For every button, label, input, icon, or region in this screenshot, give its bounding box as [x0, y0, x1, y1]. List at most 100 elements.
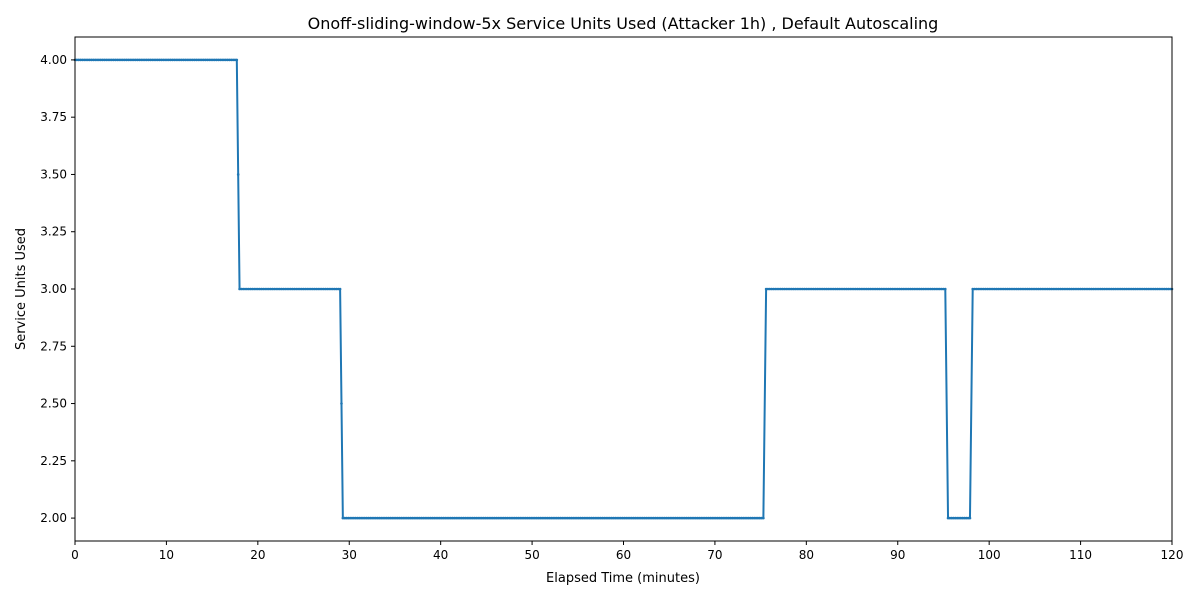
data-point: [1013, 287, 1017, 291]
data-point: [783, 287, 786, 291]
data-point: [511, 516, 515, 520]
data-point: [606, 516, 610, 520]
data-point: [978, 287, 982, 291]
data-point: [1106, 287, 1110, 291]
data-point: [327, 287, 331, 291]
data-point: [172, 58, 176, 62]
y-tick-label: 2.00: [40, 511, 67, 525]
data-point: [749, 516, 752, 520]
data-point: [127, 58, 130, 62]
data-point: [436, 516, 440, 520]
data-point: [1009, 287, 1013, 291]
data-point: [256, 287, 260, 291]
x-tick-label: 10: [159, 548, 174, 562]
data-point: [683, 516, 687, 520]
data-point: [260, 287, 263, 291]
data-point: [837, 287, 841, 291]
data-point: [462, 516, 465, 520]
data-point: [236, 173, 240, 176]
data-point: [1141, 287, 1145, 291]
data-point: [1090, 287, 1093, 291]
data-point: [1028, 287, 1031, 291]
data-point: [752, 516, 756, 520]
data-point: [577, 516, 581, 520]
data-point: [707, 516, 710, 520]
data-point: [734, 516, 738, 520]
data-point: [661, 516, 665, 520]
data-point: [984, 287, 987, 291]
data-point: [278, 287, 282, 291]
data-point: [376, 516, 379, 520]
data-point: [526, 516, 529, 520]
data-point: [302, 287, 305, 291]
data-point: [747, 516, 751, 520]
data-point: [828, 287, 832, 291]
data-point: [1150, 287, 1154, 291]
data-point: [788, 287, 792, 291]
data-point: [280, 287, 283, 291]
data-point: [500, 516, 504, 520]
data-point: [986, 287, 989, 291]
data-point: [639, 516, 643, 520]
data-point: [356, 516, 359, 520]
data-point: [218, 58, 222, 62]
data-point: [258, 287, 261, 291]
data-point: [245, 287, 249, 291]
data-point: [276, 287, 280, 291]
data-point: [469, 516, 473, 520]
data-point: [1053, 287, 1057, 291]
data-point: [648, 516, 652, 520]
data-point: [138, 58, 141, 62]
data-point: [285, 287, 289, 291]
data-point: [593, 516, 597, 520]
data-point: [1112, 287, 1115, 291]
data-point: [751, 516, 754, 520]
data-point: [394, 516, 398, 520]
data-point: [1020, 287, 1024, 291]
data-point: [772, 287, 775, 291]
data-point: [674, 516, 677, 520]
data-point: [808, 287, 812, 291]
y-axis: 2.00 2.25 2.50 2.75 3.00 3.25 3.50 3.75 4.00: [40, 53, 75, 525]
data-point: [249, 287, 252, 291]
data-point: [381, 516, 385, 520]
data-point: [215, 58, 218, 62]
data-point: [531, 516, 535, 520]
data-point: [1103, 287, 1106, 291]
data-point: [624, 516, 628, 520]
data-point: [1159, 287, 1163, 291]
data-point: [193, 58, 196, 62]
data-point: [240, 287, 243, 291]
data-point: [110, 58, 114, 62]
data-point: [1167, 287, 1170, 291]
data-point: [95, 58, 99, 62]
data-point: [398, 516, 401, 520]
data-point: [350, 516, 354, 520]
data-point: [604, 516, 608, 520]
data-point: [1081, 287, 1084, 291]
data-point: [224, 58, 228, 62]
y-tick-label: 3.75: [40, 110, 67, 124]
series-line: [75, 58, 1172, 520]
data-point: [814, 287, 817, 291]
data-point: [881, 287, 885, 291]
data-point: [305, 287, 309, 291]
data-point: [475, 516, 478, 520]
data-point: [134, 58, 137, 62]
data-point: [931, 287, 934, 291]
data-point: [948, 516, 952, 520]
data-point: [389, 516, 392, 520]
data-point: [97, 58, 101, 62]
data-point: [650, 516, 654, 520]
data-point: [1040, 287, 1044, 291]
data-point: [169, 58, 172, 62]
data-point: [1071, 287, 1075, 291]
data-point: [1026, 287, 1029, 291]
data-point: [251, 287, 254, 291]
data-point: [1051, 287, 1055, 291]
data-point: [764, 287, 768, 291]
data-point: [520, 516, 524, 520]
data-point: [211, 58, 215, 62]
data-point: [322, 287, 325, 291]
